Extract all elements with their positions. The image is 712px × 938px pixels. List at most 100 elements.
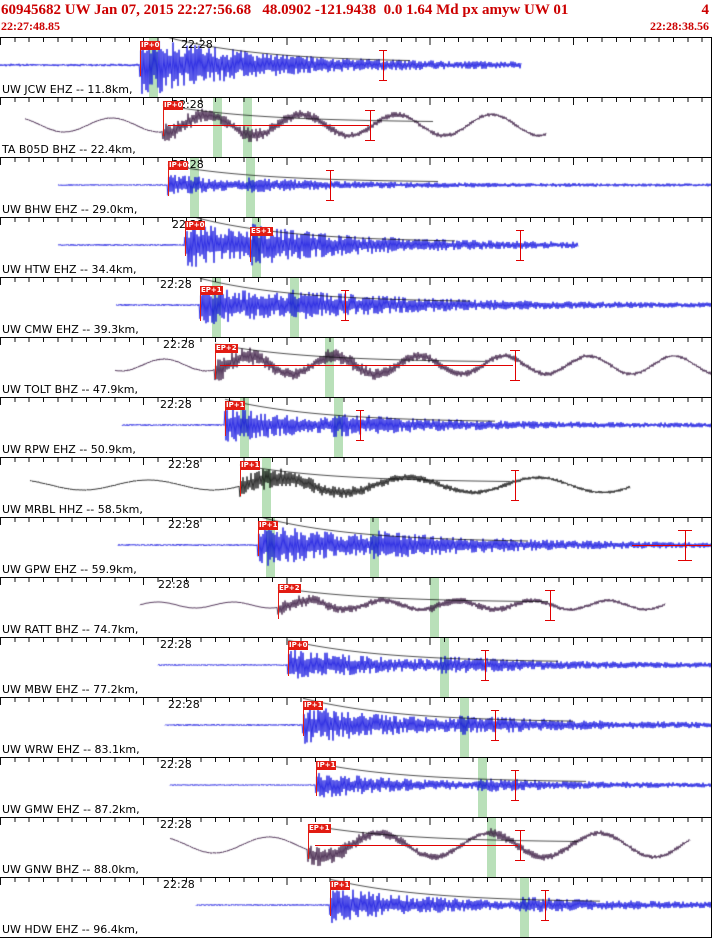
waveform-canvas[interactable] <box>0 458 711 517</box>
station-label: UW HDW EHZ -- 96.4km, <box>2 923 139 936</box>
trace-row: 22:28 UW MBW EHZ -- 77.2km, IP+0 <box>0 638 711 698</box>
p-pick-flag[interactable]: EP+1 <box>200 286 223 295</box>
waveform-canvas[interactable] <box>0 398 711 457</box>
waveform-canvas[interactable] <box>0 158 711 217</box>
p-pick-flag[interactable]: IP+0 <box>163 101 184 110</box>
p-pick-line[interactable] <box>258 530 259 556</box>
window-end-time: 22:28:38.56 <box>650 19 709 33</box>
amp-pick-line[interactable] <box>370 111 371 141</box>
p-pick-line[interactable] <box>140 50 141 76</box>
p-pick-line[interactable] <box>168 170 169 196</box>
time-ticks-major <box>0 278 711 285</box>
amp-pick-hline <box>632 545 711 546</box>
p-pick-flag[interactable]: IP+1 <box>240 461 261 470</box>
waveform-canvas[interactable] <box>0 338 711 397</box>
amp-pick-topbar <box>511 770 519 771</box>
amp-pick-topbar <box>379 50 387 51</box>
p-pick-line[interactable] <box>185 230 186 256</box>
amp-pick-line[interactable] <box>515 471 516 501</box>
p-pick-line[interactable] <box>240 470 241 496</box>
trace-time-label: 22:28 <box>168 458 200 471</box>
amp-pick-line[interactable] <box>685 531 686 561</box>
amp-pick-botbar <box>341 320 349 321</box>
waveform-canvas[interactable] <box>0 38 711 97</box>
p-pick-line[interactable] <box>308 833 309 859</box>
p-pick-line[interactable] <box>288 650 289 676</box>
p-pick-flag[interactable]: IP+0 <box>288 641 309 650</box>
amp-pick-botbar <box>510 380 520 381</box>
p-pick-line[interactable] <box>330 890 331 916</box>
station-label: UW GPW EHZ -- 59.9km, <box>2 563 137 576</box>
p-pick-line[interactable] <box>278 593 279 619</box>
waveform-canvas[interactable] <box>0 278 711 337</box>
p-pick-flag[interactable]: EP+2 <box>215 344 238 353</box>
trace-row: 22:28 UW HTW EHZ -- 34.4km, IP+0ES+1 <box>0 218 711 278</box>
s-pick-line[interactable] <box>250 236 251 262</box>
p-pick-flag[interactable]: IP+0 <box>185 221 206 230</box>
amp-pick-line[interactable] <box>360 411 361 441</box>
waveform-canvas[interactable] <box>0 818 711 877</box>
trace-row: 22:28 UW GMW EHZ -- 87.2km, IP+1 <box>0 758 711 818</box>
amp-pick-line[interactable] <box>520 831 521 861</box>
amp-pick-line[interactable] <box>550 591 551 621</box>
trace-time-label: 22:28 <box>163 878 195 891</box>
p-pick-line[interactable] <box>200 295 201 321</box>
p-pick-flag[interactable]: IP+1 <box>316 761 337 770</box>
p-pick-flag[interactable]: IP+1 <box>258 521 279 530</box>
amp-pick-botbar <box>545 620 555 621</box>
station-label: UW GNW BHZ -- 88.0km, <box>2 863 139 876</box>
amp-pick-line[interactable] <box>345 291 346 321</box>
s-pick-flag[interactable]: ES+1 <box>250 227 273 236</box>
amp-pick-line[interactable] <box>545 891 546 921</box>
waveform-canvas[interactable] <box>0 578 711 637</box>
trace-time-label: 22:28 <box>160 398 192 411</box>
trace-row: 22:28 UW BHW EHZ -- 29.0km, IP+0 <box>0 158 711 218</box>
amp-pick-botbar <box>379 80 387 81</box>
amp-pick-topbar <box>481 650 489 651</box>
p-pick-flag[interactable]: IP+0 <box>168 161 189 170</box>
time-ticks-major <box>0 458 711 465</box>
trace-time-label: 22:28 <box>168 518 200 531</box>
time-ticks-major <box>0 758 711 765</box>
time-ticks-major <box>0 698 711 705</box>
amp-pick-line[interactable] <box>330 171 331 201</box>
p-pick-line[interactable] <box>316 770 317 796</box>
p-pick-flag[interactable]: IP+1 <box>225 401 246 410</box>
waveform-canvas[interactable] <box>0 878 711 937</box>
amp-pick-topbar <box>541 890 549 891</box>
p-pick-line[interactable] <box>225 410 226 436</box>
amp-pick-botbar <box>326 200 334 201</box>
p-pick-line[interactable] <box>163 110 164 136</box>
p-pick-flag[interactable]: IP+1 <box>330 881 351 890</box>
time-ticks-major <box>0 878 711 885</box>
amp-pick-topbar <box>341 290 349 291</box>
amp-pick-topbar <box>515 830 525 831</box>
amp-pick-line[interactable] <box>383 51 384 81</box>
p-pick-flag[interactable]: IP+0 <box>140 41 161 50</box>
waveform-canvas[interactable] <box>0 98 711 157</box>
amp-pick-line[interactable] <box>515 771 516 801</box>
waveform-canvas[interactable] <box>0 698 711 757</box>
p-pick-flag[interactable]: IP+1 <box>303 701 324 710</box>
p-pick-flag[interactable]: EP+2 <box>278 584 301 593</box>
amp-pick-line[interactable] <box>495 711 496 741</box>
coda-duration-line <box>315 845 518 846</box>
waveform-canvas[interactable] <box>0 518 711 577</box>
time-ticks-major <box>0 398 711 405</box>
waveform-canvas[interactable] <box>0 638 711 697</box>
p-pick-line[interactable] <box>303 710 304 736</box>
amp-pick-line[interactable] <box>520 231 521 261</box>
waveform-canvas[interactable] <box>0 758 711 817</box>
trace-row: 22:28 UW JCW EHZ -- 11.8km, IP+0 <box>0 38 711 98</box>
trace-time-label: 22:28 <box>160 758 192 771</box>
amp-pick-line[interactable] <box>485 651 486 681</box>
coda-duration-line <box>168 125 369 126</box>
p-pick-line[interactable] <box>215 353 216 379</box>
trace-row: 22:28 UW TOLT BHZ -- 47.9km, EP+2 <box>0 338 711 398</box>
waveform-canvas[interactable] <box>0 218 711 277</box>
amp-pick-line[interactable] <box>515 351 516 381</box>
amp-pick-topbar <box>491 710 499 711</box>
p-pick-flag[interactable]: EP+1 <box>308 824 331 833</box>
header: 60945682 UW Jan 07, 2015 22:27:56.68 48.… <box>0 0 712 37</box>
trace-row: 22:28 UW WRW EHZ -- 83.1km, IP+1 <box>0 698 711 758</box>
